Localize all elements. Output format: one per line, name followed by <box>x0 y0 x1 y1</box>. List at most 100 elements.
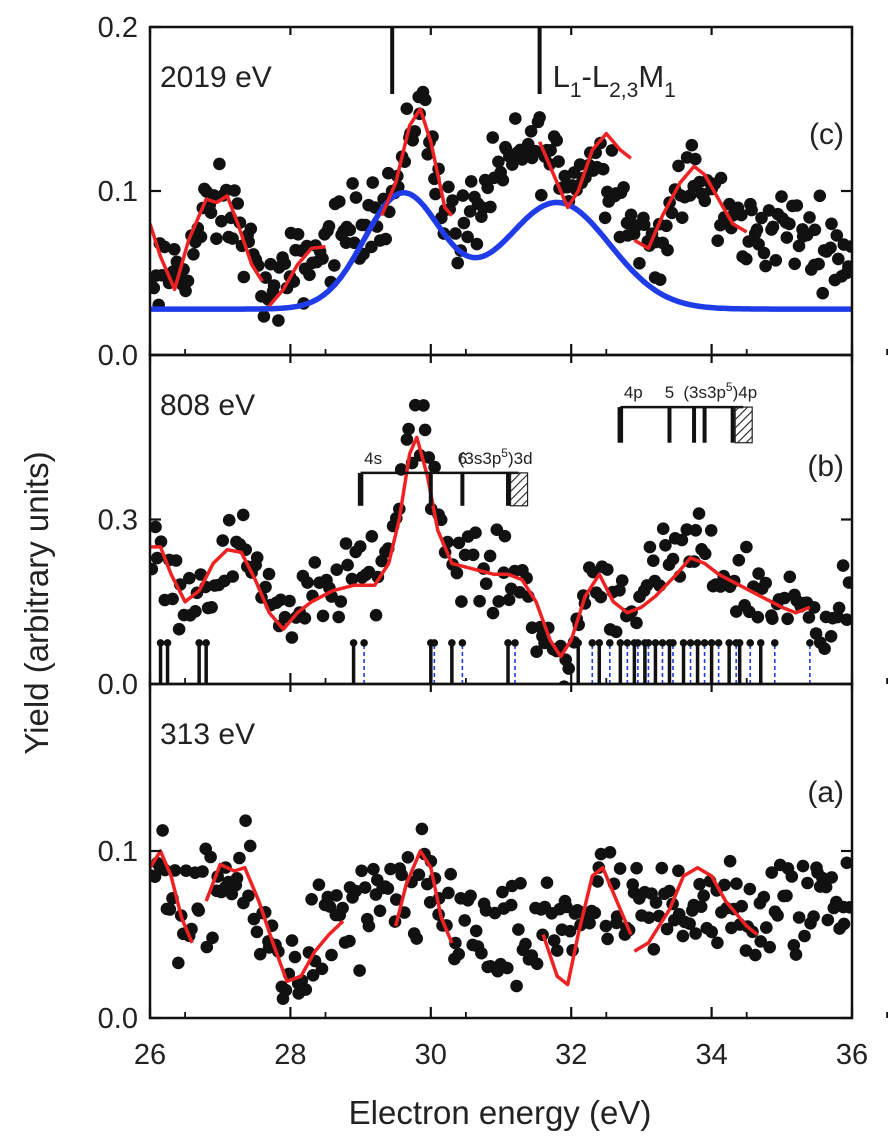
smoothed-curve-red <box>394 849 454 944</box>
data-point <box>529 144 542 158</box>
data-point <box>698 194 712 208</box>
data-point <box>672 159 685 173</box>
data-point <box>168 243 181 256</box>
stick-cap <box>644 639 653 647</box>
data-point <box>189 605 202 618</box>
data-point <box>502 593 516 607</box>
data-point <box>484 200 497 214</box>
data-point <box>222 513 236 527</box>
data-point <box>759 576 772 590</box>
stick-cap <box>511 639 519 647</box>
data-point <box>752 567 765 580</box>
data-point <box>832 252 845 266</box>
data-point <box>312 878 326 891</box>
data-point <box>492 595 506 608</box>
data-point <box>821 913 835 927</box>
data-point <box>599 919 613 933</box>
data-point <box>481 181 495 195</box>
data-point <box>766 612 779 625</box>
fit-curve-blue <box>150 190 852 312</box>
data-point <box>353 964 366 977</box>
data-point <box>279 983 293 997</box>
data-point <box>291 228 305 241</box>
data-point <box>844 240 852 253</box>
data-point <box>226 232 239 245</box>
x-axis: 26 28 30 32 34 36 <box>134 1039 868 1071</box>
stick-cap <box>195 639 203 647</box>
data-point <box>422 451 436 464</box>
data-point <box>796 859 810 873</box>
limit-text-pre: (3s3p <box>683 383 726 402</box>
data-point <box>179 284 192 298</box>
data-point <box>332 610 346 624</box>
stick-cap <box>693 639 702 647</box>
data-point <box>456 189 470 202</box>
label-mid: -L <box>582 59 610 94</box>
data-point <box>257 310 271 323</box>
series-label: 4p <box>624 383 643 402</box>
data-point <box>366 176 380 189</box>
data-point <box>693 877 706 891</box>
data-point <box>718 878 731 892</box>
data-point <box>735 208 748 222</box>
data-point <box>689 927 702 940</box>
data-point <box>783 217 796 231</box>
data-point <box>519 937 532 951</box>
data-point <box>315 962 329 976</box>
data-point <box>824 241 837 255</box>
data-point <box>771 909 784 922</box>
data-point <box>451 256 465 270</box>
data-point <box>458 914 472 927</box>
data-point <box>150 562 159 576</box>
data-point <box>207 189 221 202</box>
data-point <box>228 184 241 197</box>
stick-cap <box>651 639 660 647</box>
data-point <box>444 867 458 881</box>
data-point <box>739 944 753 957</box>
data-point <box>154 535 168 548</box>
stick-cap <box>686 639 695 647</box>
data-point <box>633 257 646 270</box>
data-point <box>449 227 462 240</box>
data-point <box>689 152 702 166</box>
data-point <box>464 175 478 188</box>
y-tick-label: 0.0 <box>98 669 138 701</box>
data-point <box>328 259 341 272</box>
data-point <box>452 536 466 550</box>
data-point <box>369 608 383 622</box>
label-l1: L <box>553 59 570 94</box>
stick-cap <box>504 639 512 647</box>
series-limit-box <box>509 472 529 507</box>
data-point <box>766 220 780 234</box>
data-point <box>243 839 257 853</box>
data-point <box>757 890 771 904</box>
data-point <box>672 864 685 878</box>
stick-cap <box>658 639 667 647</box>
data-point <box>840 856 852 870</box>
data-point <box>530 957 544 971</box>
data-point <box>778 591 791 605</box>
stick-cap <box>700 639 709 647</box>
data-point <box>781 612 794 626</box>
data-point <box>262 567 276 581</box>
data-point <box>486 131 500 144</box>
data-point <box>253 947 267 961</box>
data-point <box>711 234 724 247</box>
data-point <box>785 870 799 883</box>
data-point <box>442 180 455 194</box>
data-point <box>514 877 527 890</box>
data-point <box>647 943 661 956</box>
stick-cap <box>606 639 614 647</box>
data-point <box>150 520 162 534</box>
stick-cap <box>725 639 733 647</box>
data-point <box>237 270 251 284</box>
data-point <box>615 574 629 587</box>
data-point <box>660 219 673 233</box>
data-point <box>455 595 468 608</box>
auger-transition-label: L1-L2,3M1 <box>553 59 676 102</box>
data-point <box>334 595 348 608</box>
data-point <box>780 889 793 903</box>
data-point <box>415 822 429 836</box>
data-point <box>446 194 459 207</box>
data-point <box>788 257 801 271</box>
